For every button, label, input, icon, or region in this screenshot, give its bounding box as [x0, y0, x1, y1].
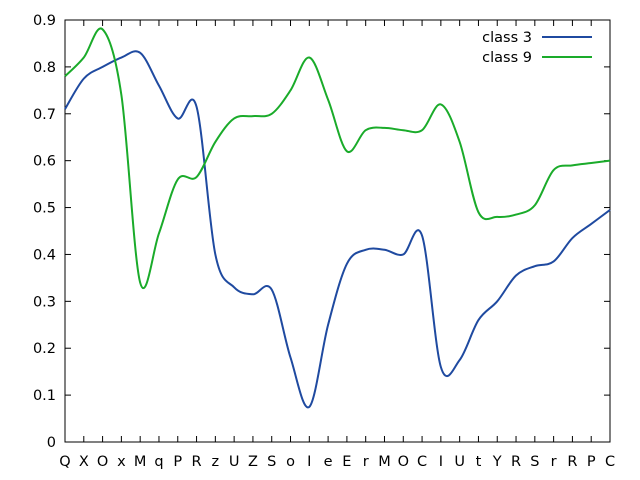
x-tick-label: r — [363, 454, 369, 470]
y-tick-label: 0 — [47, 435, 56, 451]
y-tick-label: 0.9 — [33, 13, 56, 29]
x-tick-label: R — [511, 454, 521, 470]
x-tick-label: z — [212, 454, 220, 470]
x-tick-label: P — [173, 454, 182, 470]
y-tick-label: 0.2 — [33, 341, 56, 357]
x-tick-label: E — [342, 454, 351, 470]
x-tick-label: U — [454, 454, 465, 470]
x-tick-label: P — [587, 454, 596, 470]
x-tick-label: Z — [248, 454, 258, 470]
x-tick-label: S — [530, 454, 539, 470]
y-tick-label: 0.7 — [33, 107, 56, 123]
y-tick-label: 0.6 — [33, 154, 56, 170]
x-tick-label: t — [476, 454, 482, 470]
x-tick-label: I — [307, 454, 311, 470]
x-tick-label: q — [154, 454, 163, 470]
x-tick-label: S — [267, 454, 276, 470]
x-tick-label: O — [97, 454, 108, 470]
x-tick-label: C — [605, 454, 615, 470]
y-tick-label: 0.3 — [33, 294, 56, 310]
x-tick-label: U — [229, 454, 240, 470]
x-tick-label: R — [192, 454, 202, 470]
y-tick-label: 0.1 — [33, 388, 56, 404]
x-tick-label: M — [378, 454, 391, 470]
series-line-class-9 — [64, 27, 611, 289]
x-tick-label: e — [324, 454, 333, 470]
plot-border — [64, 19, 611, 443]
series-line-class-3 — [64, 50, 611, 409]
x-tick-label: I — [439, 454, 443, 470]
x-tick-label: O — [398, 454, 409, 470]
x-tick-label: x — [117, 454, 126, 470]
y-tick-label: 0.8 — [33, 60, 56, 76]
x-tick-label: Y — [492, 454, 502, 470]
x-tick-label: M — [134, 454, 147, 470]
x-tick-label: r — [551, 454, 557, 470]
legend-label-class-3: class 3 — [482, 30, 532, 46]
x-tick-label: o — [286, 454, 295, 470]
x-tick-label: X — [79, 454, 89, 470]
x-tick-label: Q — [59, 454, 70, 470]
y-tick-label: 0.4 — [33, 247, 56, 263]
x-tick-label: R — [567, 454, 577, 470]
x-tick-label: C — [417, 454, 427, 470]
y-tick-label: 0.5 — [33, 201, 56, 217]
legend-label-class-9: class 9 — [482, 50, 532, 66]
